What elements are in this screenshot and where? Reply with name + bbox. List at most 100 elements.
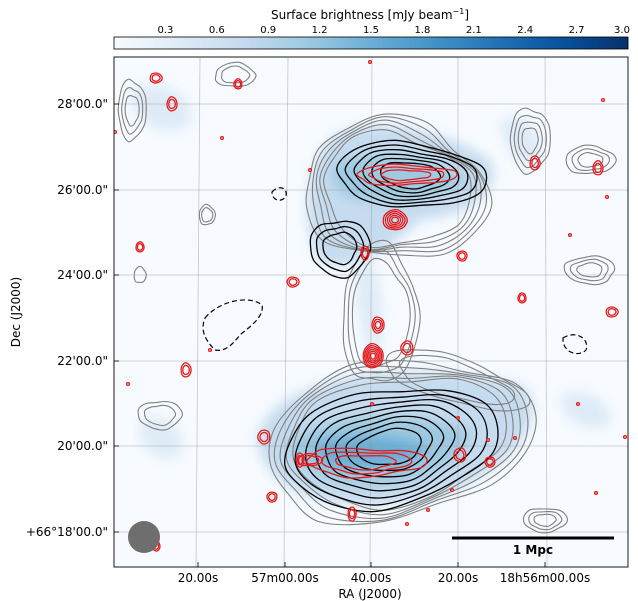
radio-contour-patch xyxy=(533,513,557,527)
radio-contour-patch xyxy=(143,404,177,427)
radio-contour-patch xyxy=(121,87,144,135)
x-tick-marks xyxy=(197,562,546,567)
colorbar-tick-label: 2.1 xyxy=(466,25,482,36)
radio-contour-patch xyxy=(124,95,140,127)
x-tick-label-1: 20.00s xyxy=(178,571,219,585)
xray-contour-source xyxy=(366,348,380,364)
y-axis: +66°18'00.0" 20'00.0" 22'00.0" 24'00.0" … xyxy=(9,97,119,539)
radio-contour-patch xyxy=(521,127,539,155)
xray-contour-source xyxy=(266,491,278,503)
radio-contour-north-inner xyxy=(344,144,478,205)
xray-point-source xyxy=(512,435,518,441)
xray-contour-source xyxy=(259,431,269,443)
xray-contour-source xyxy=(592,160,604,176)
grid-line-ra-2 xyxy=(195,57,201,567)
xray-contour-source xyxy=(386,212,404,227)
xray-contour-source xyxy=(607,308,617,316)
xray-contour-source xyxy=(529,155,541,171)
xray-contour-source xyxy=(334,455,397,471)
xray-contour-source xyxy=(149,72,163,84)
x-tick-label-2: 57m00.00s xyxy=(251,571,319,585)
radio-contour-patch xyxy=(117,78,147,143)
xray-contour-source xyxy=(517,292,527,304)
xray-contour-source xyxy=(400,340,414,356)
xray-contour-source xyxy=(605,306,619,318)
y-tick-label-1: +66°18'00.0" xyxy=(26,525,108,539)
xray-contour-source xyxy=(288,278,298,286)
xray-point-source xyxy=(455,415,461,421)
colorbar-label: Surface brightness [mJy beam−1] xyxy=(271,7,469,22)
xray-point-source xyxy=(307,167,313,173)
radio-contour-north-outer xyxy=(311,116,488,253)
radio-contour-bridge xyxy=(347,249,416,374)
image-panel: 1 Mpc xyxy=(114,57,628,567)
radio-contour-south-inner xyxy=(315,404,467,492)
xray-contour-source xyxy=(233,78,243,90)
radio-contour-patch xyxy=(577,152,604,168)
radio-contours-negative xyxy=(202,187,588,355)
radio-contour-south-outer xyxy=(279,371,521,520)
negative-contour-2 xyxy=(271,187,287,201)
radio-contour-bridge xyxy=(342,239,421,382)
colorbar-tick-label: 0.6 xyxy=(209,25,225,36)
y-tick-label-4: 24'00.0" xyxy=(57,268,108,282)
beam-ellipse xyxy=(128,521,160,553)
xray-point-source xyxy=(404,521,410,527)
xray-contour-source xyxy=(456,250,468,262)
xray-contour-source xyxy=(402,342,412,354)
xray-contour-source xyxy=(531,157,540,169)
colorbar-tick-label: 2.7 xyxy=(569,25,585,36)
radio-contour-bridge xyxy=(351,257,411,368)
x-tick-label-3: 40.00s xyxy=(351,571,392,585)
radio-contour-north-inner xyxy=(380,161,442,190)
radio-contour-patch xyxy=(576,262,603,278)
y-axis-label: Dec (J2000) xyxy=(9,277,23,347)
radio-contour-north-outer xyxy=(305,113,493,257)
radio-contour-patch xyxy=(563,255,616,286)
xray-point-source xyxy=(593,490,599,496)
xray-contour-source xyxy=(295,452,305,468)
radio-contour-patch xyxy=(137,400,183,431)
x-axis: 20.00s 57m00.00s 40.00s 20.00s 18h56m00.… xyxy=(178,562,590,601)
grid-line-ra-1 xyxy=(283,57,289,567)
radio-contour-north-lobe xyxy=(315,225,365,273)
xray-contour-source xyxy=(360,245,370,261)
x-axis-label: RA (J2000) xyxy=(338,587,401,601)
radio-contour-south-outer xyxy=(285,375,514,516)
xray-contour-source xyxy=(234,79,242,88)
xray-contour-source xyxy=(267,493,276,501)
xray-contour-source xyxy=(458,252,466,260)
radio-contour-north-inner xyxy=(336,139,488,208)
colorbar-tick-label: 0.3 xyxy=(157,25,173,36)
radio-contour-south-inner xyxy=(324,409,456,485)
xray-contour-source xyxy=(367,166,445,184)
colorbar: Surface brightness [mJy beam−1] 0.3 0.6 0.… xyxy=(113,7,630,50)
radio-contour-south-inner xyxy=(345,421,434,472)
xray-contour-source xyxy=(518,294,526,302)
xray-point-source xyxy=(367,59,373,65)
xray-point-source xyxy=(485,437,491,443)
xray-contour-source xyxy=(365,346,381,366)
xray-contour-source xyxy=(361,247,369,259)
grid-line-ra-5 xyxy=(544,57,548,567)
radio-contour-south-inner xyxy=(283,389,499,513)
xray-contour-source xyxy=(369,352,377,360)
radio-contour-north-inner xyxy=(353,149,469,201)
xray-contour-source xyxy=(388,214,402,226)
xray-contour-source xyxy=(166,96,178,112)
radio-contour-north-inner xyxy=(362,153,460,198)
xray-point-source xyxy=(449,487,455,493)
x-tick-label-4: 20.00s xyxy=(438,571,479,585)
radio-contour-patch xyxy=(198,203,216,226)
xray-contour-source xyxy=(391,216,400,224)
xray-contour-source xyxy=(306,447,428,479)
scale-bar-label: 1 Mpc xyxy=(513,543,553,557)
xray-contour-source xyxy=(362,342,384,369)
colorbar-tick-label: 1.2 xyxy=(312,25,328,36)
colorbar-tick-label: 1.8 xyxy=(414,25,430,36)
y-tick-label-6: 28'00.0" xyxy=(57,97,108,111)
xray-contour-source xyxy=(257,429,271,445)
xray-contour-source xyxy=(135,241,145,253)
xray-contour-source xyxy=(368,350,378,362)
